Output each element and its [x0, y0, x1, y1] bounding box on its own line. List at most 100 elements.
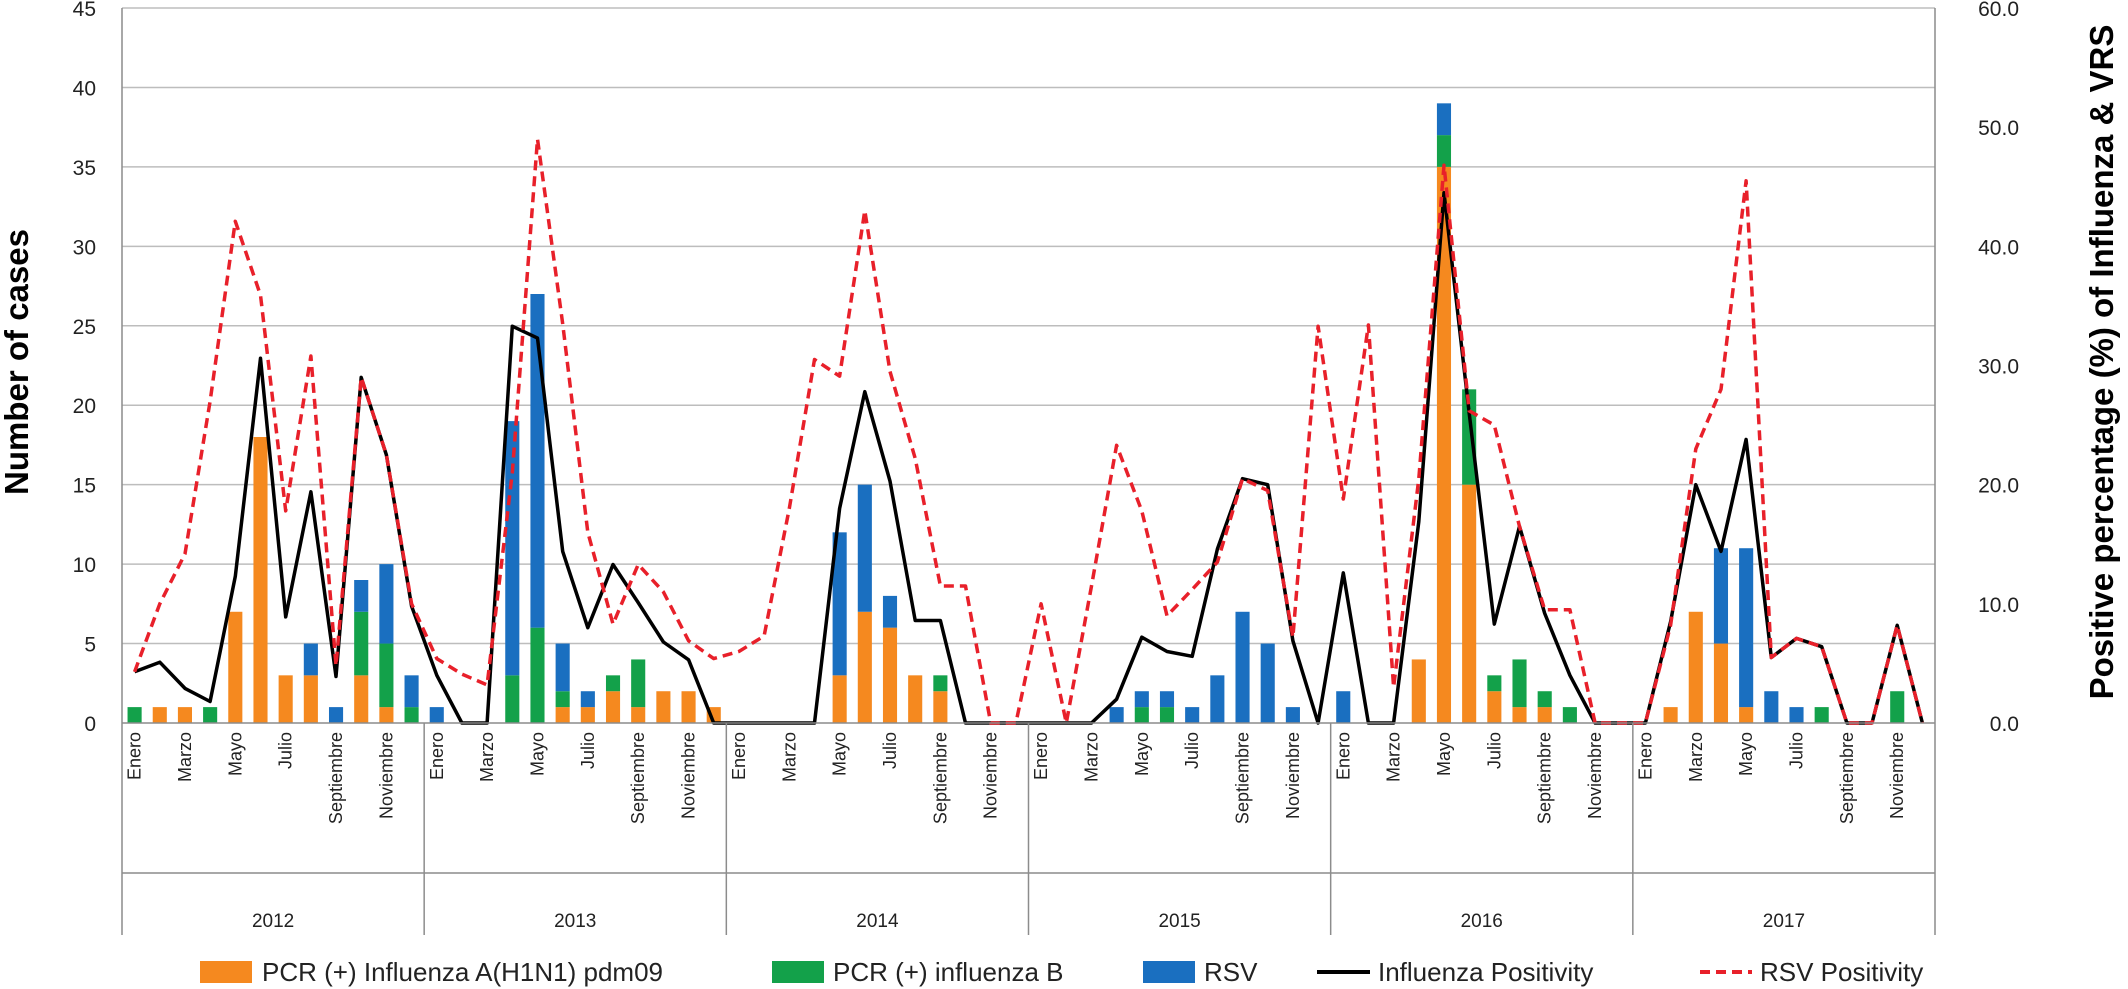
bar-fluB [404, 707, 419, 723]
month-label: Marzo [175, 732, 195, 782]
bar-rsv [832, 532, 847, 676]
month-label: Julio [880, 732, 900, 769]
legend-item-h1n1: PCR (+) Influenza A(H1N1) pdm09 [200, 957, 663, 987]
bar-h1n1 [933, 691, 948, 723]
bar-h1n1 [605, 691, 621, 723]
bar-h1n1 [1713, 643, 1729, 723]
month-label: Septiembre [628, 732, 648, 824]
month-label: Mayo [225, 732, 245, 776]
month-label: Mayo [528, 732, 548, 776]
month-label: Mayo [830, 732, 850, 776]
y2-tick-label: 20.0 [1978, 475, 2019, 498]
bar-fluB [1159, 707, 1175, 723]
month-label: Julio [1787, 732, 1807, 769]
bar-rsv [1134, 691, 1149, 708]
month-label: Mayo [1736, 732, 1756, 776]
bar-rsv [1436, 103, 1452, 136]
bar-rsv [1159, 691, 1175, 708]
bar-fluB [1512, 659, 1527, 708]
bar-h1n1 [152, 707, 167, 723]
bar-fluB [379, 643, 394, 708]
bar-h1n1 [580, 707, 595, 723]
month-label: Septiembre [326, 732, 346, 824]
month-label: Marzo [1384, 732, 1404, 782]
month-label: Septiembre [1233, 732, 1253, 824]
bar-fluB [555, 691, 570, 708]
bar-h1n1 [1739, 707, 1754, 723]
legend-swatch-rsv [1143, 961, 1195, 983]
month-label: Marzo [779, 732, 799, 782]
bar-h1n1 [1688, 611, 1703, 723]
bar-h1n1 [555, 707, 570, 723]
bar-rsv [354, 580, 369, 612]
bar-fluB [1134, 707, 1149, 723]
bar-rsv [1260, 643, 1275, 723]
legend-label-rsv-positivity: RSV Positivity [1760, 957, 1923, 987]
year-label: 2017 [1763, 911, 1805, 932]
bar-h1n1 [1462, 484, 1477, 723]
lines [132, 137, 1925, 725]
bar-rsv [1109, 707, 1124, 723]
month-label: Enero [1635, 732, 1655, 780]
bar-rsv [1210, 675, 1225, 723]
legend: PCR (+) Influenza A(H1N1) pdm09 PCR (+) … [200, 957, 1923, 987]
month-label: Mayo [1434, 732, 1454, 776]
bar-rsv [303, 643, 318, 676]
bar-h1n1 [681, 691, 696, 723]
bar-h1n1 [278, 675, 293, 723]
bar-h1n1 [303, 675, 318, 723]
legend-swatch-h1n1 [200, 961, 252, 983]
month-label: Noviembre [1887, 732, 1907, 819]
gridlines [122, 7, 1935, 645]
bar-rsv [1764, 691, 1779, 723]
y-tick-label: 0 [84, 713, 96, 736]
bar-h1n1 [253, 437, 268, 723]
bar-h1n1 [1537, 707, 1552, 723]
bar-h1n1 [656, 691, 671, 723]
year-labels: 2012 2013 2014 2015 2016 2017 [252, 911, 1805, 932]
month-label: Noviembre [1283, 732, 1303, 819]
bar-rsv [429, 707, 444, 723]
bar-rsv [1235, 611, 1250, 723]
bar-h1n1 [832, 675, 847, 723]
bar-rsv [1713, 548, 1729, 644]
y-tick-label: 10 [73, 554, 96, 577]
y-tick-label: 25 [73, 316, 96, 339]
bar-rsv [505, 421, 520, 676]
y2-tick-label: 60.0 [1978, 0, 2019, 21]
bar-rsv [379, 564, 394, 644]
bar-h1n1 [908, 675, 923, 723]
month-label: Marzo [1082, 732, 1102, 782]
bar-rsv [1185, 707, 1200, 723]
legend-item-rsv: RSV [1143, 957, 1258, 987]
legend-item-fluB: PCR (+) influenza B [772, 957, 1063, 987]
bar-rsv [882, 595, 898, 628]
legend-label-h1n1: PCR (+) Influenza A(H1N1) pdm09 [262, 957, 663, 987]
bar-h1n1 [1663, 707, 1678, 723]
month-label: Enero [1333, 732, 1353, 780]
bar-h1n1 [1436, 166, 1452, 723]
y2-tick-label: 10.0 [1978, 594, 2019, 617]
legend-label-rsv: RSV [1204, 957, 1258, 987]
bars [127, 103, 1905, 723]
bar-rsv [1336, 691, 1351, 723]
legend-swatch-fluB [772, 961, 824, 983]
year-label: 2013 [554, 911, 596, 932]
month-label: Noviembre [679, 732, 699, 819]
bar-fluB [1537, 691, 1552, 708]
bar-fluB [605, 675, 621, 692]
bar-h1n1 [177, 707, 193, 723]
bar-fluB [127, 707, 142, 723]
y2-tick-label: 30.0 [1978, 356, 2019, 379]
month-label: Noviembre [1585, 732, 1605, 819]
month-label: Noviembre [376, 732, 396, 819]
legend-label-fluB: PCR (+) influenza B [833, 957, 1063, 987]
month-label: Noviembre [981, 732, 1001, 819]
month-label: Enero [125, 732, 145, 780]
month-label: Enero [729, 732, 749, 780]
bar-h1n1 [1487, 691, 1502, 723]
bar-fluB [530, 627, 545, 723]
y-tick-label: 20 [73, 395, 96, 418]
legend-label-flu-positivity: Influenza Positivity [1378, 957, 1593, 987]
